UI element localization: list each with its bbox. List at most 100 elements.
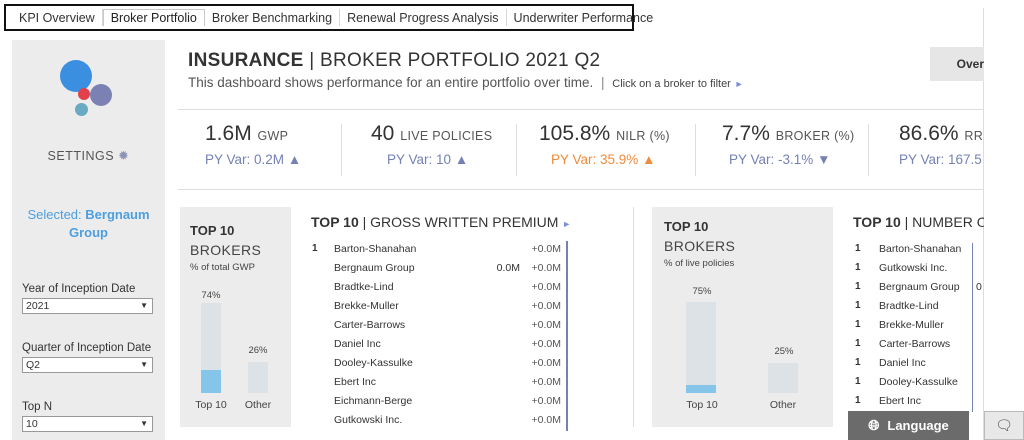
quarter-filter-select[interactable]: Q2 ▼ bbox=[22, 357, 153, 373]
policies-list-title: TOP 10 | NUMBER O bbox=[853, 214, 984, 230]
chevron-down-icon: ▼ bbox=[140, 360, 148, 369]
policies-panel-note: % of live policies bbox=[664, 258, 735, 269]
up-arrow-icon: ▲ bbox=[454, 152, 469, 167]
comment-button[interactable]: 🗨 bbox=[984, 411, 1024, 440]
gwp-row-broker-name: Bergnaum Group bbox=[334, 262, 415, 274]
selected-broker: Selected: Bergnaum Group bbox=[12, 206, 165, 242]
policies-list-row[interactable]: 1 Bergnaum Group 0 bbox=[855, 279, 983, 300]
policies-row-broker-name: Dooley-Kassulke bbox=[879, 376, 958, 388]
dashboard-tab-bar: KPI Overview Broker Portfolio Broker Ben… bbox=[4, 4, 653, 31]
gear-icon: ✹ bbox=[118, 148, 130, 163]
gwp-row-change: +0.0M bbox=[531, 262, 561, 274]
gwp-row-change: +0.0M bbox=[531, 395, 561, 407]
gwp-list-row[interactable]: Carter-Barrows +0.0M bbox=[312, 317, 582, 338]
gwp-row-bar bbox=[566, 336, 568, 355]
logo-circle-red bbox=[78, 88, 90, 100]
gwp-list-row[interactable]: Ebert Inc +0.0M bbox=[312, 374, 582, 395]
gwp-row-bar bbox=[566, 355, 568, 374]
overview-button[interactable]: Over bbox=[930, 47, 984, 81]
kpi-separator bbox=[341, 124, 342, 176]
tab-renewal-progress-analysis[interactable]: Renewal Progress Analysis bbox=[340, 9, 507, 26]
policies-row-rank: 1 bbox=[855, 300, 861, 311]
language-label: Language bbox=[887, 418, 949, 433]
gwp-row-change: +0.0M bbox=[531, 414, 561, 426]
gwp-row-broker-name: Bradtke-Lind bbox=[334, 281, 394, 293]
policies-list-row[interactable]: 1 Barton-Shanahan bbox=[855, 243, 983, 262]
tab-underwriter-performance[interactable]: Underwriter Performance bbox=[513, 10, 654, 25]
gwp-row-change: +0.0M bbox=[531, 243, 561, 255]
kpi-policies-value: 40 bbox=[371, 122, 395, 145]
gwp-row-broker-name: Ebert Inc bbox=[334, 376, 377, 388]
page-description: This dashboard shows performance for an … bbox=[188, 75, 744, 90]
kpi-live-policies: 40 LIVE POLICIES PY Var: 10 ▲ bbox=[371, 122, 511, 178]
gwp-list-row[interactable]: Daniel Inc +0.0M bbox=[312, 336, 582, 357]
gwp-list-row[interactable]: Dooley-Kassulke +0.0M bbox=[312, 355, 582, 376]
gwp-top10-pct: 74% bbox=[201, 290, 221, 301]
settings-button[interactable]: SETTINGS ✹ bbox=[12, 148, 165, 164]
policies-row-bar bbox=[972, 393, 973, 412]
kpi-gwp: 1.6M GWP PY Var: 0.2M ▲ bbox=[205, 122, 325, 178]
language-button[interactable]: 🌐︎ Language bbox=[848, 411, 969, 440]
policies-top10-bar[interactable] bbox=[686, 302, 716, 393]
page-title-rest: | BROKER PORTFOLIO 2021 Q2 bbox=[303, 50, 601, 71]
year-filter-value: 2021 bbox=[26, 300, 50, 312]
policies-row-rank: 1 bbox=[855, 281, 861, 292]
gwp-row-bar bbox=[566, 298, 568, 317]
tab-broker-benchmarking[interactable]: Broker Benchmarking bbox=[205, 9, 341, 26]
policies-top10-label: Top 10 bbox=[686, 399, 718, 411]
divider bbox=[633, 207, 634, 427]
policies-list-row[interactable]: 1 Gutkowski Inc. bbox=[855, 260, 983, 281]
gwp-row-bar bbox=[566, 374, 568, 393]
policies-list-row[interactable]: 1 Brekke-Muller bbox=[855, 317, 983, 338]
divider bbox=[178, 109, 984, 110]
policies-list-row[interactable]: 1 Bradtke-Lind bbox=[855, 298, 983, 319]
policies-row-value: 0 bbox=[976, 281, 982, 293]
kpi-broker-value: 7.7% bbox=[722, 122, 770, 145]
tab-kpi-overview[interactable]: KPI Overview bbox=[12, 9, 103, 26]
policies-top10-panel: TOP 10 BROKERS % of live policies 75% 25… bbox=[652, 207, 833, 427]
kpi-nilr-unit: NILR (%) bbox=[616, 129, 670, 143]
topn-filter-select[interactable]: 10 ▼ bbox=[22, 416, 153, 432]
gwp-list-row[interactable]: Brekke-Muller +0.0M bbox=[312, 298, 582, 319]
logo-circle-large bbox=[60, 60, 92, 92]
policies-row-bar bbox=[972, 260, 973, 279]
up-arrow-icon: ▲ bbox=[642, 152, 656, 167]
gwp-list-row[interactable]: 1 Barton-Shanahan +0.0M bbox=[312, 241, 582, 262]
filter-hint: Click on a broker to filter bbox=[612, 78, 731, 90]
gwp-other-pct: 26% bbox=[248, 345, 268, 356]
gwp-list-row[interactable]: Bergnaum Group 0.0M +0.0M bbox=[312, 260, 582, 281]
globe-icon: 🌐︎ bbox=[868, 417, 880, 433]
gwp-row-broker-name: Eichmann-Berge bbox=[334, 395, 413, 407]
divider: | bbox=[600, 75, 605, 90]
policies-other-bar[interactable] bbox=[768, 363, 798, 393]
gwp-top10-bar[interactable] bbox=[201, 303, 221, 393]
year-filter-label: Year of Inception Date bbox=[22, 283, 136, 295]
policies-list-row[interactable]: 1 Daniel Inc bbox=[855, 355, 983, 376]
gwp-list-row[interactable]: Gutkowski Inc. +0.0M bbox=[312, 412, 582, 433]
gwp-panel-note: % of total GWP bbox=[190, 262, 255, 273]
policies-row-bar bbox=[972, 298, 973, 317]
year-filter-select[interactable]: 2021 ▼ bbox=[22, 298, 153, 314]
gwp-row-change: +0.0M bbox=[531, 300, 561, 312]
policies-list-row[interactable]: 1 Carter-Barrows bbox=[855, 336, 983, 357]
kpi-rrv-value: 86.6% bbox=[899, 122, 959, 145]
tab-broker-portfolio[interactable]: Broker Portfolio bbox=[102, 9, 205, 26]
gwp-row-broker-name: Brekke-Muller bbox=[334, 300, 399, 312]
logo bbox=[58, 58, 122, 122]
gwp-other-bar[interactable] bbox=[248, 362, 268, 393]
policies-list-row[interactable]: 1 Ebert Inc bbox=[855, 393, 983, 414]
gwp-list-row[interactable]: Bradtke-Lind +0.0M bbox=[312, 279, 582, 300]
policies-top10-pct: 75% bbox=[692, 286, 712, 297]
kpi-separator bbox=[868, 124, 869, 176]
policies-row-bar bbox=[972, 355, 973, 374]
kpi-broker: 7.7% BROKER (%) PY Var: -3.1% ▼ bbox=[722, 122, 862, 178]
gwp-list-row[interactable]: Eichmann-Berge +0.0M bbox=[312, 393, 582, 414]
kpi-separator bbox=[695, 124, 696, 176]
play-icon: ► bbox=[734, 79, 744, 89]
policies-list-row[interactable]: 1 Dooley-Kassulke bbox=[855, 374, 983, 395]
gwp-row-broker-name: Carter-Barrows bbox=[334, 319, 406, 331]
topn-filter-value: 10 bbox=[26, 418, 38, 430]
down-arrow-icon: ▼ bbox=[817, 152, 831, 167]
policies-row-bar bbox=[972, 374, 973, 393]
gwp-row-bar bbox=[566, 279, 568, 298]
